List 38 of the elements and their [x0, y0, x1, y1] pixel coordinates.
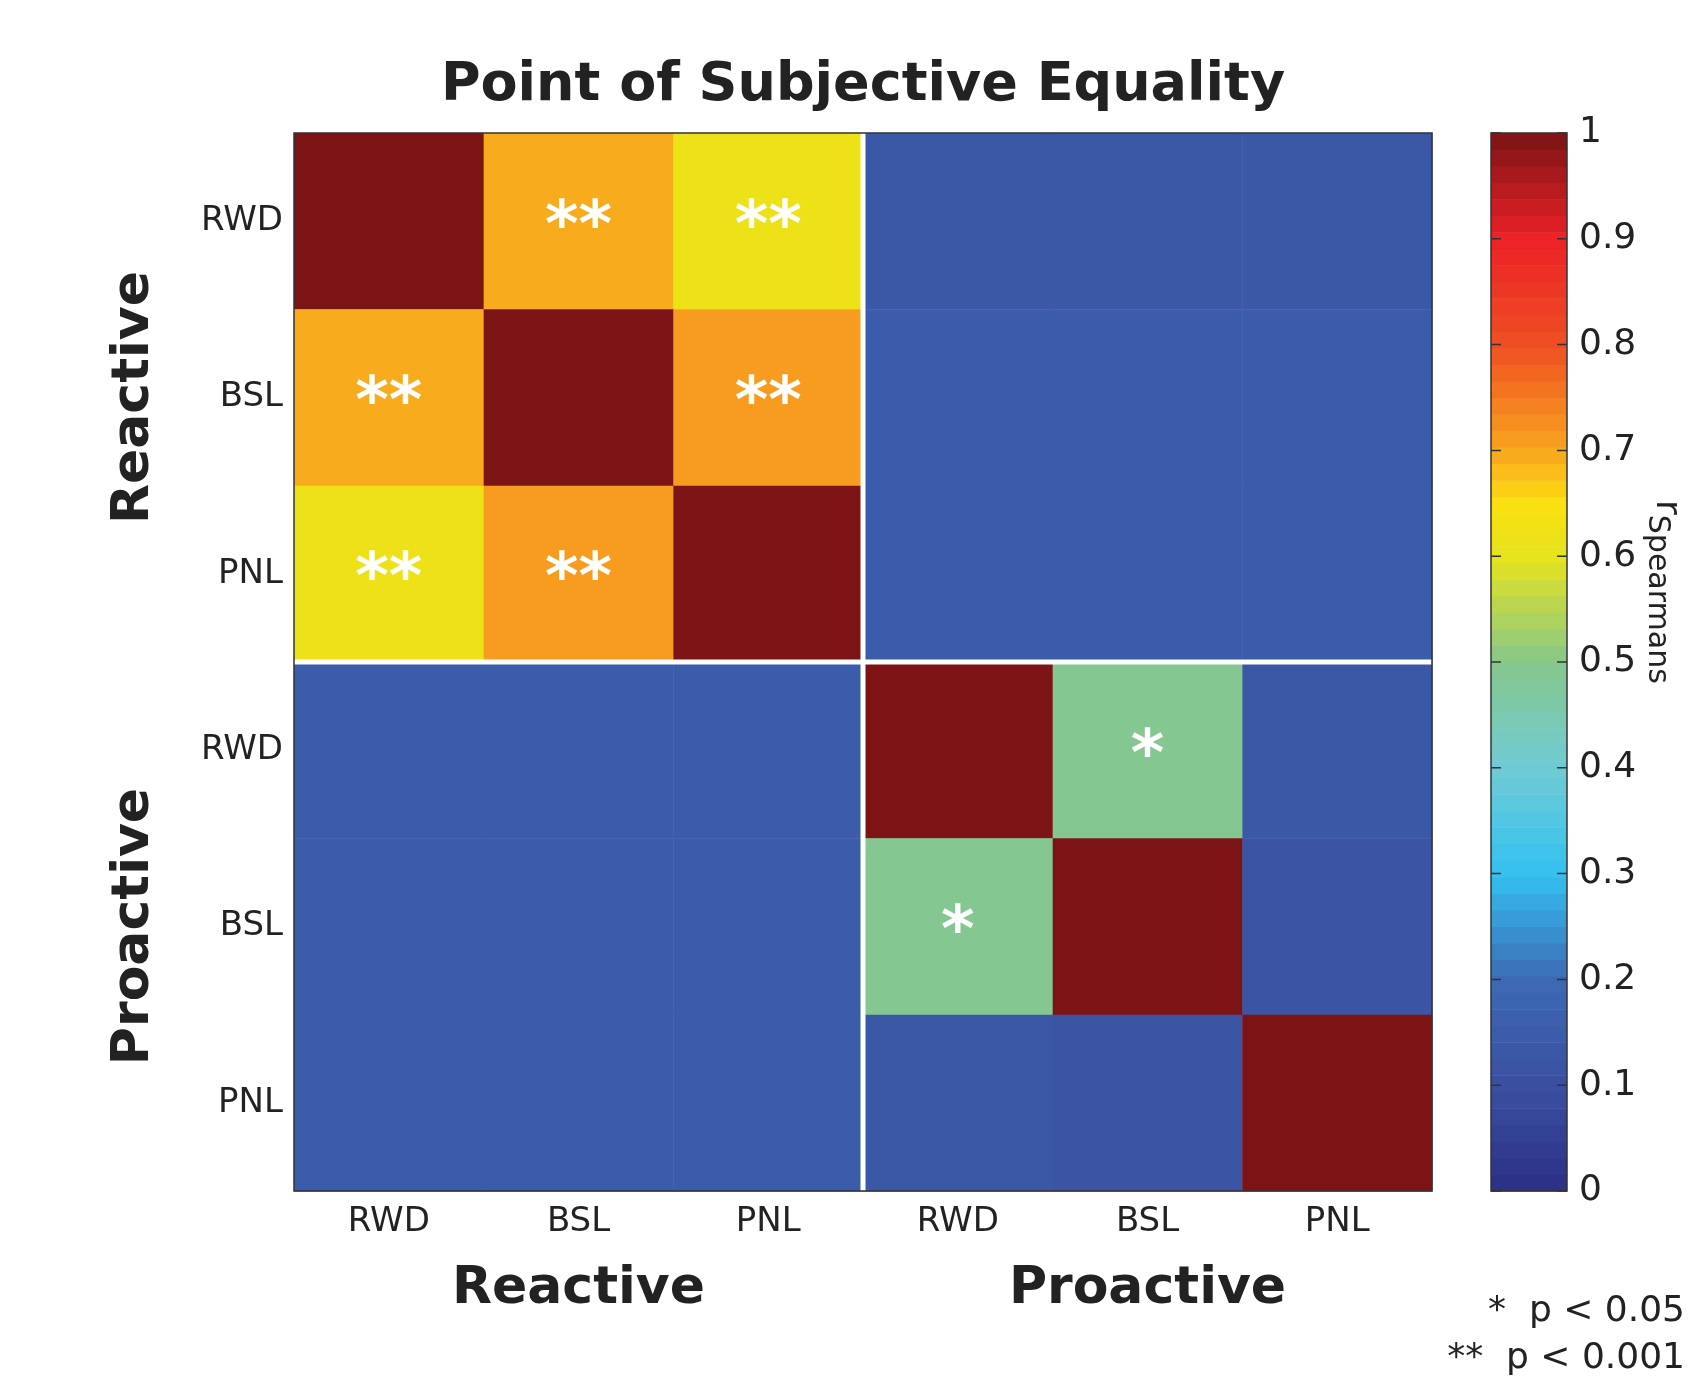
- text: Reactive: [451, 1255, 706, 1315]
- data-label: **: [545, 186, 612, 261]
- x-tick-label: PNL: [1304, 1199, 1370, 1240]
- color-bar-label: 1: [1579, 109, 1602, 151]
- color-bar-label: 0.4: [1579, 744, 1637, 786]
- data-label: *: [1130, 715, 1165, 790]
- data-label: *: [941, 892, 975, 967]
- color-bar-label: 0.8: [1579, 320, 1637, 362]
- color-bar-label: 0.5: [1579, 638, 1637, 680]
- text: ** p < 0.001: [1447, 1335, 1685, 1376]
- color-bar-label: 0.7: [1579, 426, 1637, 468]
- y-tick-label: BSL: [219, 374, 284, 415]
- color-bar-label: 0.9: [1579, 215, 1637, 257]
- chart-title: Point of Subjective Equality: [440, 50, 1286, 113]
- x-tick-label: PNL: [735, 1199, 801, 1240]
- x-tick-label: BSL: [1115, 1199, 1180, 1240]
- y-tick-label: RWD: [200, 197, 283, 238]
- y-tick-label: BSL: [219, 903, 284, 944]
- y-tick-label: PNL: [218, 550, 284, 591]
- color-bar-label: 0.2: [1579, 955, 1637, 997]
- text: Proactive: [1008, 1255, 1287, 1315]
- data-label: **: [355, 363, 423, 438]
- data-label: **: [545, 539, 612, 614]
- text: Reactive: [100, 270, 160, 525]
- color-bar-label: 0: [1579, 1167, 1602, 1209]
- x-tick-label: BSL: [546, 1199, 611, 1240]
- data-label: **: [734, 363, 802, 438]
- x-tick-label: RWD: [916, 1199, 999, 1240]
- y-tick-label: PNL: [218, 1079, 284, 1120]
- y-tick-label: RWD: [200, 726, 283, 767]
- data-label: **: [734, 186, 802, 261]
- text: Proactive: [100, 787, 160, 1066]
- color-bar-label: 0.3: [1579, 849, 1637, 891]
- color-bar-label: 0.1: [1579, 1061, 1637, 1103]
- color-bar-label: 0.6: [1579, 532, 1637, 574]
- data-label: **: [355, 539, 423, 614]
- text: * p < 0.05: [1488, 1288, 1685, 1329]
- x-tick-label: RWD: [347, 1199, 430, 1240]
